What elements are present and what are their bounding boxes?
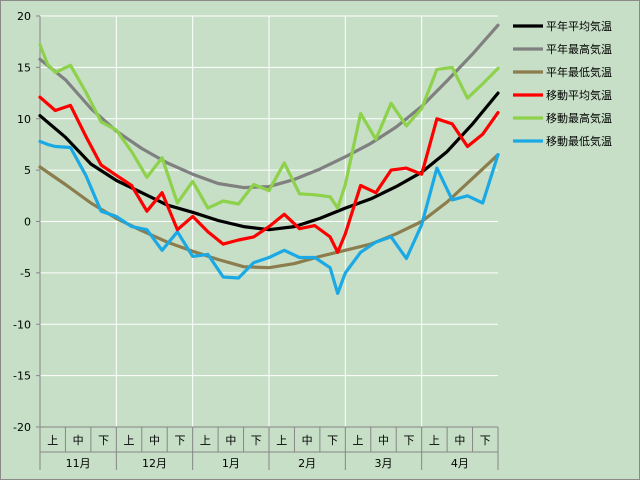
series-lines — [38, 23, 500, 295]
decade-label: 中 — [149, 434, 160, 447]
decade-label: 下 — [403, 434, 414, 447]
decade-label: 上 — [200, 434, 211, 447]
decade-label: 上 — [353, 434, 364, 447]
decade-label: 上 — [429, 434, 440, 447]
series-line-5 — [38, 139, 500, 295]
y-tick-label: 0 — [24, 216, 31, 229]
legend-label: 平年平均気温 — [546, 19, 612, 33]
decade-label: 下 — [98, 434, 109, 447]
y-tick-label: -5 — [20, 267, 31, 280]
y-tick-label: -20 — [13, 421, 31, 434]
decade-label: 上 — [47, 434, 58, 447]
decade-label: 上 — [124, 434, 135, 447]
decade-label: 下 — [480, 434, 491, 447]
decade-label: 下 — [251, 434, 262, 447]
x-axis-tick-labels: 上中下11月上中下12月上中下1月上中下2月上中下3月上中下4月 — [47, 434, 491, 470]
decade-label: 中 — [302, 434, 313, 447]
month-label: 3月 — [375, 457, 393, 470]
y-tick-label: -10 — [13, 318, 31, 331]
decade-label: 上 — [276, 434, 287, 447]
decade-label: 中 — [225, 434, 236, 447]
month-label: 11月 — [66, 457, 91, 470]
decade-label: 中 — [73, 434, 84, 447]
decade-label: 中 — [454, 434, 465, 447]
y-tick-label: -15 — [13, 370, 31, 383]
month-label: 12月 — [142, 457, 167, 470]
legend-label: 平年最高気温 — [546, 42, 612, 56]
series-line-3 — [38, 95, 500, 254]
decade-label: 下 — [174, 434, 185, 447]
decade-label: 下 — [327, 434, 338, 447]
y-tick-label: 5 — [24, 164, 31, 177]
y-tick-label: 20 — [17, 10, 31, 23]
y-tick-label: 15 — [17, 61, 31, 74]
axes — [36, 15, 499, 470]
month-label: 1月 — [222, 457, 240, 470]
decade-label: 中 — [378, 434, 389, 447]
legend-label: 移動最高気温 — [546, 111, 612, 125]
y-tick-label: 10 — [17, 113, 31, 126]
month-label: 2月 — [298, 457, 316, 470]
series-line-4 — [38, 43, 500, 210]
legend-label: 平年最低気温 — [546, 65, 612, 79]
legend-label: 移動平均気温 — [546, 88, 612, 102]
month-label: 4月 — [451, 457, 469, 470]
y-axis-tick-labels: -20 -15 -10 -5 0 5 10 15 20 — [13, 10, 31, 434]
legend-label: 移動最低気温 — [546, 134, 612, 148]
